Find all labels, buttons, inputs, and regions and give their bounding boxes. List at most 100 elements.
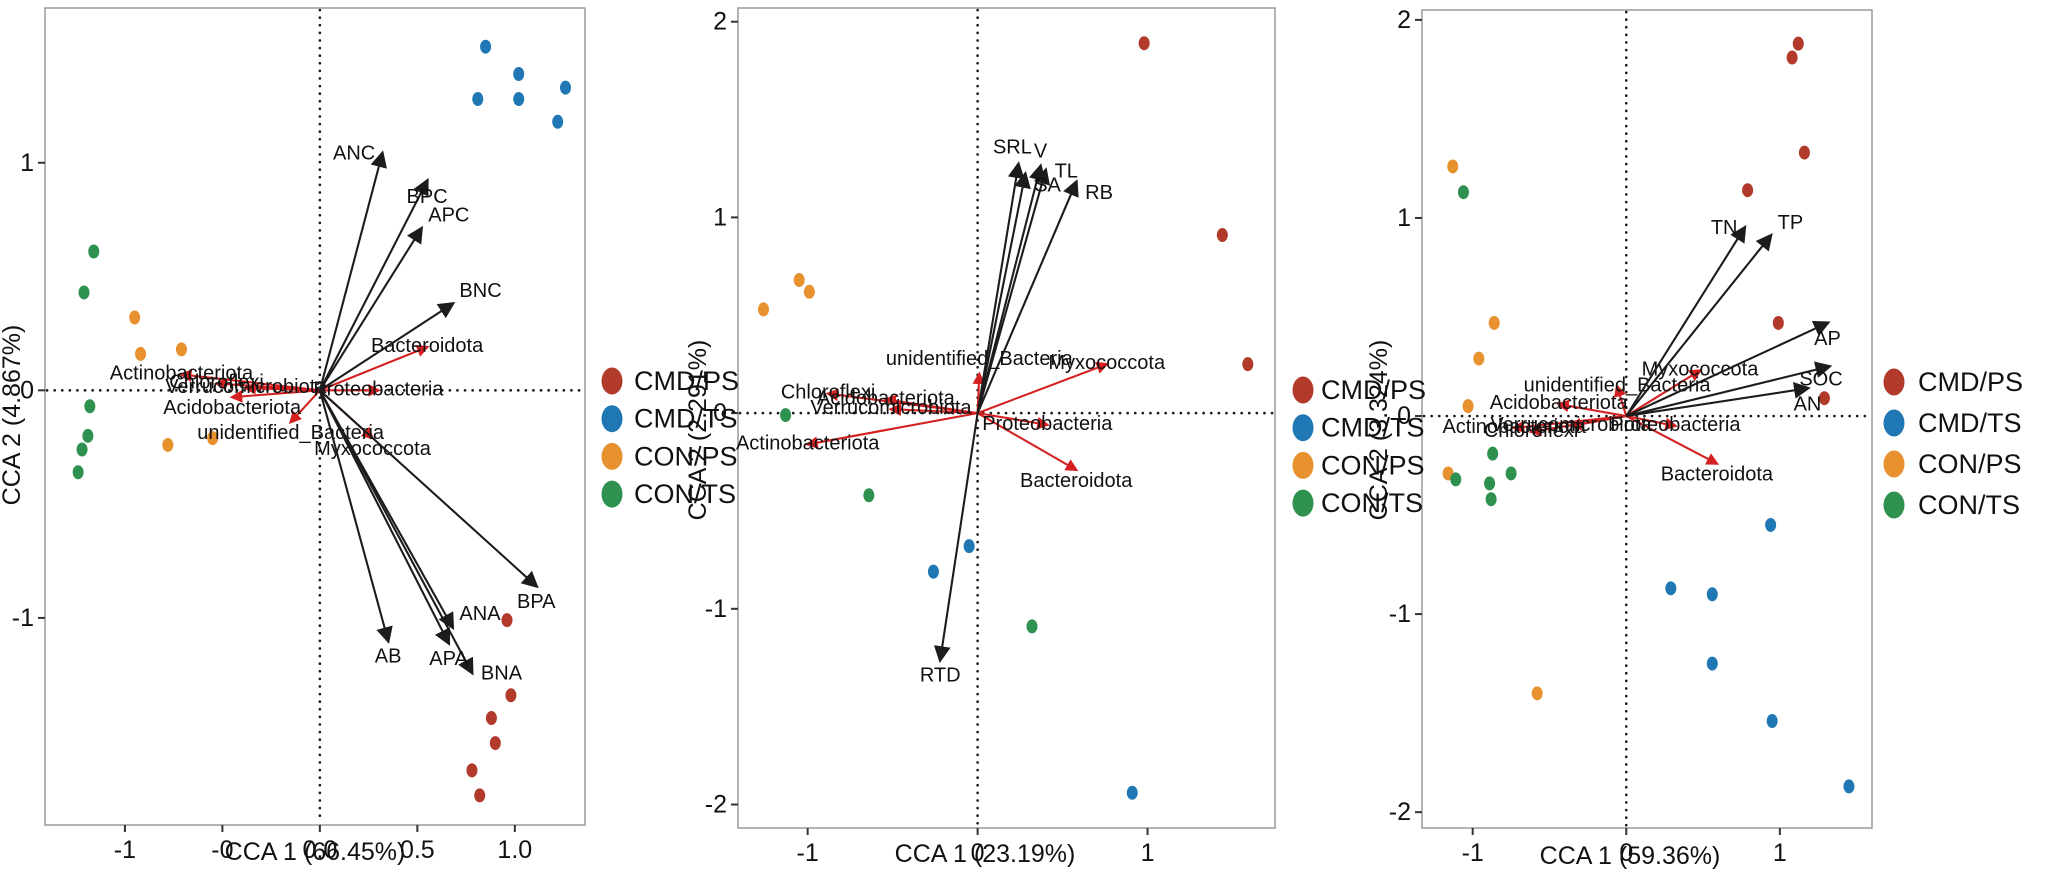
taxa-arrow-label: Verrucomicrobiota (810, 397, 972, 419)
legend-label-con-ps: CON/PS (634, 441, 738, 471)
panel-border (1421, 9, 1873, 829)
env-arrow-bnc (319, 302, 456, 392)
data-point (1531, 686, 1543, 701)
taxa-arrow-bacteroidota (1625, 415, 1720, 465)
data-point (1473, 351, 1485, 366)
env-arrow-srl (976, 161, 1025, 414)
data-point (489, 736, 501, 751)
legend-swatch-con-ts (1883, 491, 1905, 519)
series-cmd-ps (1138, 36, 1254, 372)
taxa-arrow-label: Actinobacteriota (1442, 416, 1586, 438)
taxa-arrow-label: Bacteroidota (371, 335, 484, 357)
data-point (1447, 159, 1459, 174)
data-point (129, 310, 141, 325)
y-axis-title: CCA 2 (3.324%) (1365, 340, 1393, 521)
data-point (501, 613, 513, 628)
env-arrow-label: AN (1794, 393, 1822, 415)
data-point (1742, 183, 1754, 198)
env-arrow-anc (318, 150, 387, 391)
data-point (1792, 36, 1804, 51)
legend-swatch-con-ts (1292, 489, 1314, 517)
env-arrow-label: APA (429, 648, 468, 670)
taxa-arrow-unidentified_bacteria (1614, 383, 1628, 417)
env-arrow-label: BPA (517, 591, 556, 613)
y-tick-label: 2 (713, 8, 727, 36)
y-tick-label: 0 (713, 399, 727, 427)
taxa-arrow-bacteroidota (319, 345, 430, 392)
data-point (793, 273, 805, 288)
series-con-ts (72, 244, 100, 480)
env-arrow-label: APC (428, 205, 469, 227)
taxa-arrow-label: Acidobacteriota (1490, 392, 1629, 414)
series-con-ts (780, 408, 1038, 634)
data-point (1772, 315, 1784, 330)
data-point (474, 788, 486, 803)
y-tick-label: -2 (705, 791, 727, 819)
data-point (803, 284, 815, 299)
legend-label-con-ts: CON/TS (1918, 490, 2020, 520)
legend-label-con-ps: CON/PS (1321, 450, 1425, 480)
env-arrow-label: TP (1778, 212, 1804, 234)
x-axis-title: CCA 1 (59.36%) (1540, 842, 1721, 870)
data-point (863, 488, 875, 503)
data-point (1766, 714, 1778, 729)
taxa-arrow-label: Actinobacteriota (110, 362, 254, 384)
legend-label-con-ts: CON/TS (634, 479, 736, 509)
env-arrow-bpc (318, 177, 429, 391)
env-arrow-label: TL (1055, 160, 1078, 182)
env-arrow-ab (318, 390, 393, 644)
env-arrow-tn (1625, 225, 1747, 417)
legend-swatch-cmd-ts (1292, 414, 1314, 442)
x-tick-label: 1 (1141, 839, 1155, 867)
legend-label-cmd-ts: CMD/TS (1918, 408, 2022, 438)
y-tick-label: 0 (1397, 402, 1411, 430)
env-arrow-label: BPC (407, 186, 448, 208)
env-arrow-ap (1625, 320, 1831, 417)
taxa-arrow-label: Verrucomicrobiota (165, 376, 327, 398)
data-point (757, 302, 769, 317)
series-con-ts (1450, 185, 1517, 507)
legend-swatch-con-ps (601, 442, 623, 470)
legend-swatch-cmd-ps (601, 367, 623, 395)
taxa-arrow-proteobacteria (1626, 414, 1678, 431)
data-point (78, 285, 90, 300)
taxa-arrow-label: unidentified_Bacteria (886, 348, 1074, 370)
y-axis-title: CCA 2 (4.867%) (0, 325, 26, 506)
taxa-arrow-label: Acidobacteriota (817, 387, 956, 409)
taxa-arrow-verrucomicrobiota (888, 403, 978, 416)
series-cmd-ts (927, 539, 1138, 800)
y-tick-label: 1 (713, 203, 727, 231)
y-tick-label: 1 (1397, 204, 1411, 232)
data-point (505, 688, 517, 703)
data-point (1485, 492, 1497, 507)
x-axis-title: CCA 1 (66.45%) (225, 838, 406, 866)
data-point (76, 442, 88, 457)
data-point (88, 244, 100, 259)
legend-label-cmd-ps: CMD/PS (1918, 367, 2023, 397)
taxa-arrow-actinobacteriota (805, 412, 978, 449)
data-point (1786, 50, 1798, 65)
y-tick-label: -2 (1389, 798, 1411, 826)
env-arrow-label: V (1034, 141, 1048, 163)
env-arrow-label: SOC (1799, 369, 1842, 391)
legend-label-cmd-ts: CMD/TS (634, 404, 738, 434)
taxa-arrow-label: Verrucomicrobiota (1490, 414, 1652, 436)
taxa-arrow-label: Myxococcota (314, 438, 432, 460)
series-con-ps (757, 273, 815, 317)
taxa-arrow-label: Actinobacteriota (736, 432, 880, 454)
taxa-arrow-label: Acidobacteriota (163, 397, 302, 419)
x-tick-label: 0 (1619, 839, 1633, 867)
env-arrow-label: TN (1711, 217, 1738, 239)
env-arrow-apc (318, 225, 424, 391)
legend-swatch-cmd-ts (1883, 409, 1905, 437)
data-point (162, 437, 174, 452)
x-tick-label: 1 (1773, 839, 1787, 867)
taxa-arrow-label: Chloroflexi (781, 382, 875, 404)
data-point (84, 399, 96, 414)
legend-2: CMD/PS CMD/TS CON/PS CON/TS (1292, 375, 1426, 518)
data-point (1505, 466, 1517, 481)
env-arrow-label: BNC (459, 280, 501, 302)
env-arrow-tp (1625, 233, 1773, 417)
data-point (1765, 517, 1777, 532)
